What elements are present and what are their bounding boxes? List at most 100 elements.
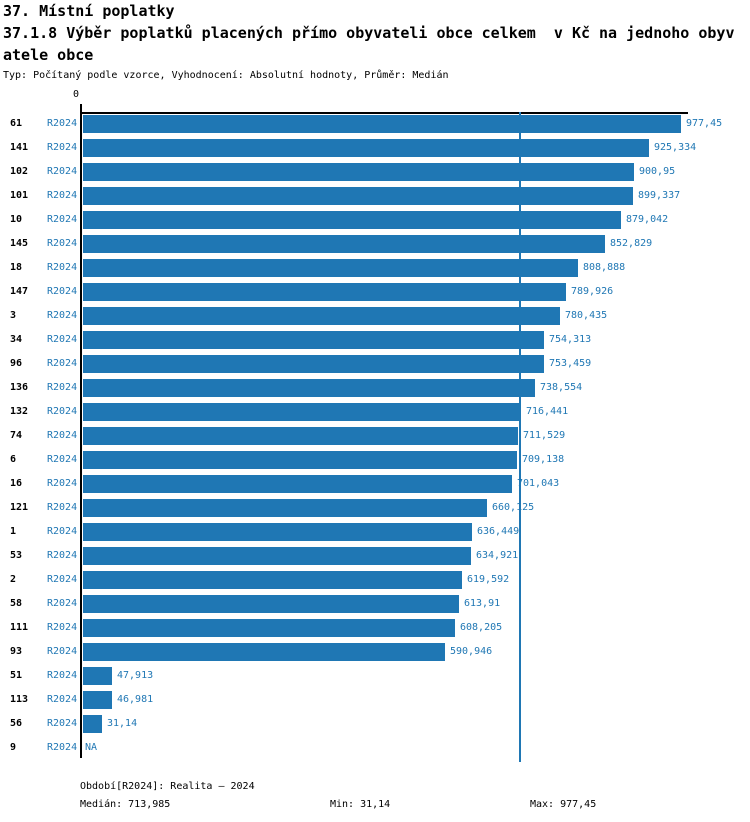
chart-row: 121 R2024 660,125 (0, 496, 750, 520)
chart-row: 16 R2024 701,043 (0, 472, 750, 496)
bar (83, 619, 455, 637)
row-rank-label: 10 (10, 214, 23, 225)
chart-row: 3 R2024 780,435 (0, 304, 750, 328)
row-rank-label: 101 (10, 190, 29, 201)
indicator-meta: Typ: Počítaný podle vzorce, Vyhodnocení:… (3, 70, 449, 81)
row-rank-label: 93 (10, 646, 23, 657)
bar-value-label: 900,95 (639, 166, 676, 177)
bar (83, 691, 112, 709)
bar-value-label: 738,554 (540, 382, 583, 393)
bar (83, 451, 517, 469)
row-rank-label: 1 (10, 526, 17, 537)
bar (83, 427, 518, 445)
bar-value-label: 711,529 (523, 430, 566, 441)
chart-row: 132 R2024 716,441 (0, 400, 750, 424)
row-period-label: R2024 (47, 526, 78, 537)
bar-value-label: 780,435 (565, 310, 608, 321)
bar (83, 235, 605, 253)
bar-value-label: 47,913 (117, 670, 154, 681)
bar (83, 331, 544, 349)
row-period-label: R2024 (47, 118, 78, 129)
footer-period-label: Období[R2024]: Realita – 2024 (80, 781, 255, 792)
bar (83, 715, 102, 733)
chart-row: 34 R2024 754,313 (0, 328, 750, 352)
bar (83, 379, 535, 397)
chart-row: 61 R2024 977,45 (0, 112, 750, 136)
bar (83, 523, 472, 541)
bar-value-label: 613,91 (464, 598, 501, 609)
row-rank-label: 147 (10, 286, 29, 297)
bar (83, 283, 566, 301)
chart-row: 93 R2024 590,946 (0, 640, 750, 664)
bar-value-label: 660,125 (492, 502, 535, 513)
row-period-label: R2024 (47, 358, 78, 369)
row-period-label: R2024 (47, 286, 78, 297)
row-rank-label: 136 (10, 382, 29, 393)
section-title: 37. Místní poplatky (3, 2, 175, 20)
row-rank-label: 56 (10, 718, 23, 729)
row-rank-label: 16 (10, 478, 23, 489)
row-rank-label: 6 (10, 454, 17, 465)
bar (83, 307, 560, 325)
bar-value-label: 634,921 (476, 550, 519, 561)
bar-value-label: 608,205 (460, 622, 503, 633)
median-line (519, 112, 521, 762)
bar-value-label: 619,592 (467, 574, 510, 585)
chart-row: 147 R2024 789,926 (0, 280, 750, 304)
chart-row: 51 R2024 47,913 (0, 664, 750, 688)
row-rank-label: 53 (10, 550, 23, 561)
footer-median-stat: Medián: 713,985 (80, 799, 171, 810)
bar (83, 571, 462, 589)
bar (83, 403, 521, 421)
row-period-label: R2024 (47, 742, 78, 753)
row-period-label: R2024 (47, 262, 78, 273)
chart-row: 2 R2024 619,592 (0, 568, 750, 592)
row-period-label: R2024 (47, 670, 78, 681)
chart-row: 6 R2024 709,138 (0, 448, 750, 472)
bar-value-label: 789,926 (571, 286, 614, 297)
bar-value-label: 636,449 (477, 526, 520, 537)
chart-row: 141 R2024 925,334 (0, 136, 750, 160)
bar (83, 547, 471, 565)
chart-row: 74 R2024 711,529 (0, 424, 750, 448)
row-rank-label: 18 (10, 262, 23, 273)
chart-row: 102 R2024 900,95 (0, 160, 750, 184)
row-rank-label: 3 (10, 310, 17, 321)
chart-row: 56 R2024 31,14 (0, 712, 750, 736)
row-rank-label: 96 (10, 358, 23, 369)
bar (83, 667, 112, 685)
row-rank-label: 141 (10, 142, 29, 153)
bar (83, 211, 621, 229)
bar-value-label: 716,441 (526, 406, 569, 417)
bar-value-label: 590,946 (450, 646, 493, 657)
row-period-label: R2024 (47, 478, 78, 489)
chart-row: 101 R2024 899,337 (0, 184, 750, 208)
row-period-label: R2024 (47, 214, 78, 225)
row-rank-label: 111 (10, 622, 29, 633)
bar-value-label: 46,981 (117, 694, 154, 705)
row-period-label: R2024 (47, 430, 78, 441)
bar (83, 355, 544, 373)
bar-value-label: 701,043 (517, 478, 560, 489)
y-axis-line (80, 104, 82, 758)
bar-value-label: 31,14 (107, 718, 138, 729)
row-period-label: R2024 (47, 646, 78, 657)
bar-value-label: NA (85, 742, 98, 753)
bar (83, 475, 512, 493)
row-rank-label: 121 (10, 502, 29, 513)
row-period-label: R2024 (47, 502, 78, 513)
row-rank-label: 9 (10, 742, 17, 753)
row-period-label: R2024 (47, 598, 78, 609)
row-period-label: R2024 (47, 550, 78, 561)
bar (83, 259, 578, 277)
row-period-label: R2024 (47, 574, 78, 585)
bar-value-label: 754,313 (549, 334, 592, 345)
bar (83, 187, 633, 205)
bar (83, 595, 459, 613)
row-rank-label: 145 (10, 238, 29, 249)
chart-row: 10 R2024 879,042 (0, 208, 750, 232)
footer-min-stat: Min: 31,14 (330, 799, 391, 810)
row-period-label: R2024 (47, 142, 78, 153)
bar (83, 163, 634, 181)
